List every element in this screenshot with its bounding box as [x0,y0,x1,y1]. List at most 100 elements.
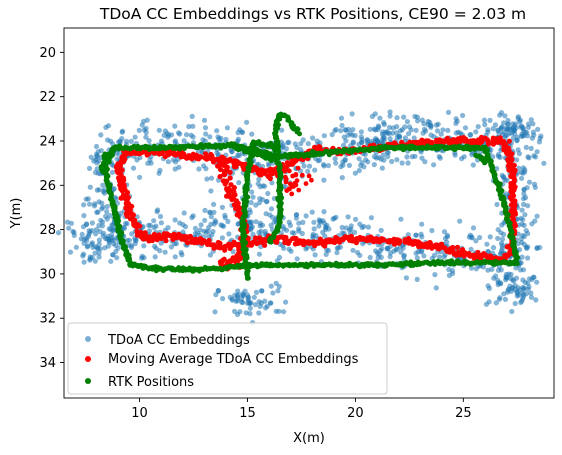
embedding-point [265,190,271,197]
embedding-point [521,233,527,240]
embedding-point [490,154,496,160]
embedding-point [457,218,463,224]
embedding-point [207,209,213,215]
embedding-point [368,215,374,221]
embedding-point [258,300,264,306]
embedding-point [312,167,318,173]
embedding-point [213,292,219,298]
embedding-point [421,121,427,127]
embedding-point [208,188,214,194]
embedding-point [235,221,241,227]
embedding-point [101,190,108,196]
embedding-point [358,129,364,135]
embedding-point [485,129,491,135]
embedding-point [437,155,443,161]
embedding-point [526,179,533,185]
embedding-point [92,250,98,256]
embedding-point [64,219,71,225]
embedding-point [412,153,418,159]
embedding-point [372,138,378,144]
moving-average-point [270,170,276,177]
embedding-point [521,133,527,139]
embedding-point [299,230,305,237]
moving-average-point [208,154,214,160]
embedding-point [452,152,458,158]
embedding-point [340,142,347,148]
embedding-point [433,285,439,291]
embedding-point [346,227,353,233]
embedding-point [470,225,477,231]
embedding-point [400,245,406,251]
embedding-point [473,238,479,244]
embedding-point [333,214,339,220]
embedding-point [399,160,405,166]
moving-average-point [137,150,143,156]
moving-average-point [134,228,140,234]
moving-average-point [295,165,301,171]
embedding-point [333,126,339,133]
embedding-point [321,133,327,139]
embedding-point [300,137,306,143]
embedding-point [168,244,174,250]
embedding-point [83,221,90,227]
embedding-point [399,127,405,133]
embedding-point [133,237,139,243]
embedding-point [532,154,539,160]
embedding-point [158,220,164,226]
moving-average-point [511,162,517,168]
embedding-point [487,234,493,240]
embedding-point [320,218,326,224]
embedding-point [108,258,114,264]
embedding-point [525,280,531,286]
embedding-point [137,154,143,161]
embedding-point [303,246,309,252]
moving-average-point [233,205,239,212]
moving-average-point [224,164,230,170]
embedding-point [429,227,435,234]
embedding-point [495,235,501,241]
embedding-point [176,164,182,170]
embedding-point [393,130,400,136]
embedding-point [321,209,327,215]
embedding-point [356,156,362,162]
moving-average-point [441,245,448,251]
embedding-point [96,222,102,229]
moving-average-point [429,140,435,146]
moving-average-point [306,173,312,179]
rtk-point [147,145,153,151]
moving-average-point [222,181,228,187]
embedding-point [93,231,99,237]
embedding-point [247,305,253,311]
embedding-point [499,124,505,130]
moving-average-point [215,239,221,246]
embedding-point [534,213,540,219]
embedding-point [253,219,259,225]
embedding-point [521,201,527,207]
embedding-point [339,224,345,231]
embedding-point [95,246,101,252]
embedding-point [139,255,145,261]
embedding-point [530,121,536,127]
embedding-point [490,126,496,132]
embedding-point [508,276,514,282]
embedding-point [499,236,506,242]
moving-average-point [212,157,218,163]
moving-average-point [120,192,127,198]
embedding-point [247,311,253,317]
legend-label-rtk: RTK Positions [108,375,194,390]
moving-average-point [257,235,263,241]
embedding-point [372,127,378,133]
embedding-point [151,218,157,224]
moving-average-point [485,139,491,145]
embedding-point [440,127,446,133]
embedding-point [325,163,331,169]
embedding-point [528,145,534,151]
embedding-point [256,200,262,206]
embedding-point [481,117,487,123]
moving-average-point [144,235,150,241]
moving-average-point [317,236,323,242]
embedding-point [438,131,444,137]
embedding-point [245,295,251,301]
embedding-point [485,283,491,289]
embedding-point [210,228,216,235]
